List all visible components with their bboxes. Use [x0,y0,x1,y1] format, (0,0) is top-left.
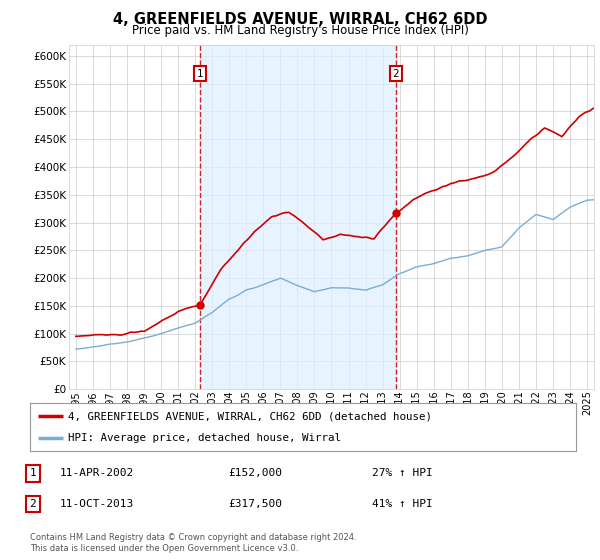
Text: £152,000: £152,000 [228,468,282,478]
Text: 2: 2 [392,69,399,79]
Text: Price paid vs. HM Land Registry's House Price Index (HPI): Price paid vs. HM Land Registry's House … [131,24,469,36]
Text: HPI: Average price, detached house, Wirral: HPI: Average price, detached house, Wirr… [68,433,341,443]
Text: Contains HM Land Registry data © Crown copyright and database right 2024.
This d: Contains HM Land Registry data © Crown c… [30,533,356,553]
Text: 4, GREENFIELDS AVENUE, WIRRAL, CH62 6DD (detached house): 4, GREENFIELDS AVENUE, WIRRAL, CH62 6DD … [68,411,432,421]
Bar [200,45,396,389]
Text: 41% ↑ HPI: 41% ↑ HPI [372,499,433,509]
Text: 11-OCT-2013: 11-OCT-2013 [60,499,134,509]
Text: £317,500: £317,500 [228,499,282,509]
Text: 27% ↑ HPI: 27% ↑ HPI [372,468,433,478]
Text: 4, GREENFIELDS AVENUE, WIRRAL, CH62 6DD: 4, GREENFIELDS AVENUE, WIRRAL, CH62 6DD [113,12,487,27]
Text: 1: 1 [197,69,203,79]
Text: 11-APR-2002: 11-APR-2002 [60,468,134,478]
Text: 2: 2 [29,499,37,509]
Text: 1: 1 [29,468,37,478]
